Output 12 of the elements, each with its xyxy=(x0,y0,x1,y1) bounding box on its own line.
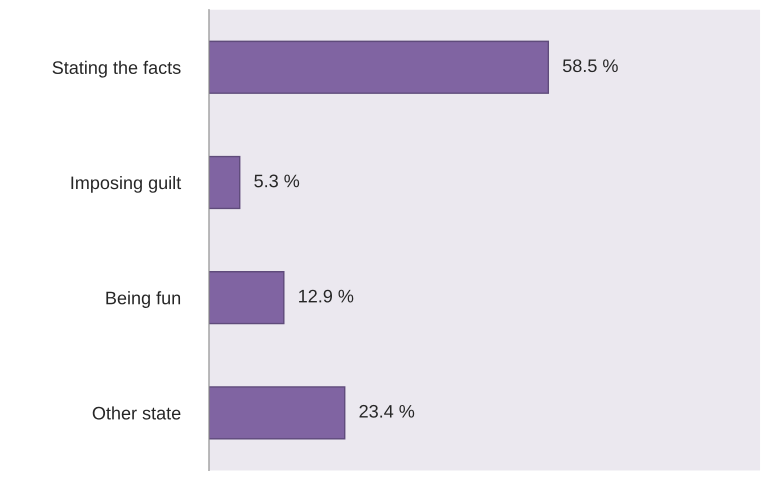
data-label: 58.5 % xyxy=(562,59,618,72)
y-tick-label: Stating the facts xyxy=(52,60,181,78)
bar xyxy=(208,40,550,94)
bar xyxy=(208,271,285,324)
data-label: 12.9 % xyxy=(299,290,354,303)
y-tick-label: Being fun xyxy=(106,291,180,308)
y-tick-label: Other state xyxy=(92,406,180,420)
y-tick-label: Imposing guilt xyxy=(71,176,182,193)
bar xyxy=(208,386,346,440)
data-label: 5.3 % xyxy=(254,174,300,188)
bar xyxy=(208,156,240,210)
data-label: 23.4 % xyxy=(360,404,414,418)
